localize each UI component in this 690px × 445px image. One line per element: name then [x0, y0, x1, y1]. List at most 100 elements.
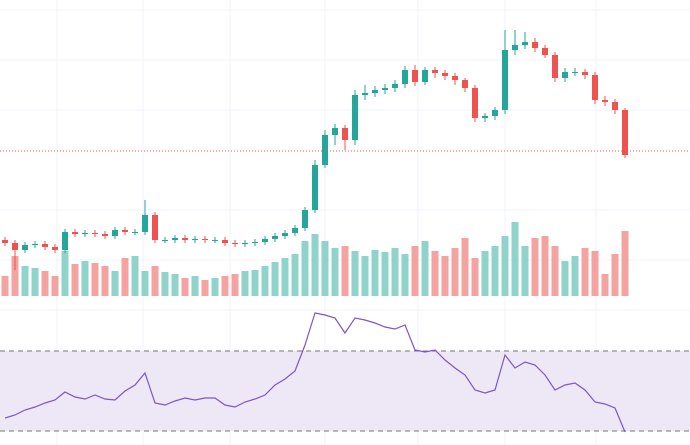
candle-body: [342, 128, 348, 140]
candle-body: [122, 230, 128, 232]
candle-body: [222, 240, 228, 243]
candle-body: [492, 110, 498, 116]
volume-bar: [221, 276, 229, 296]
candle-body: [262, 239, 268, 242]
candle-body: [112, 230, 118, 236]
volume-bar: [71, 264, 79, 296]
candle-body: [282, 233, 288, 236]
volume-bar: [281, 258, 289, 296]
candle-body: [562, 72, 568, 78]
volume-bar: [121, 258, 129, 296]
candle-body: [302, 210, 308, 228]
volume-bar: [601, 274, 609, 296]
candle-body: [542, 48, 548, 55]
volume-bar: [361, 256, 369, 296]
volume-bar: [541, 236, 549, 296]
candle-body: [212, 240, 218, 241]
candle-body: [372, 90, 378, 93]
candle-body: [232, 243, 238, 244]
volume-bar: [51, 276, 59, 296]
volume-bar: [591, 251, 599, 296]
candle-body: [452, 76, 458, 80]
volume-bar: [191, 276, 199, 296]
volume-bar: [471, 258, 479, 296]
volume-bar: [141, 271, 149, 296]
candle-body: [612, 102, 618, 110]
volume-bar: [531, 238, 539, 296]
candle-body: [442, 73, 448, 76]
candle-body: [602, 100, 608, 102]
candle-body: [332, 128, 338, 135]
rsi-line: [4, 312, 626, 433]
candle-body: [322, 135, 328, 165]
candle-body: [202, 239, 208, 240]
volume-bar: [291, 254, 299, 296]
volume-bar: [41, 271, 49, 296]
volume-bar: [321, 241, 329, 296]
candle-body: [12, 243, 18, 250]
candle-body: [432, 70, 438, 73]
candle-body: [582, 72, 588, 75]
volume-bar: [31, 268, 39, 296]
volume-bar: [211, 278, 219, 296]
rsi-band: [0, 351, 690, 431]
candle-body: [482, 116, 488, 118]
candle-body: [62, 232, 68, 250]
volume-bar: [501, 236, 509, 296]
volume-bar: [611, 254, 619, 296]
volume-bar: [621, 231, 629, 296]
volume-bar: [261, 266, 269, 296]
volume-bar: [421, 241, 429, 296]
volume-bar: [461, 238, 469, 296]
volume-bar: [481, 251, 489, 296]
volume-bar: [81, 261, 89, 296]
candle-body: [382, 88, 388, 90]
candle-body: [252, 242, 258, 243]
candle-body: [102, 234, 108, 236]
volume-bar: [351, 251, 359, 296]
volume-bar: [11, 256, 19, 296]
volume-bar: [451, 248, 459, 296]
volume-bar: [551, 246, 559, 296]
volume-bar: [171, 274, 179, 296]
volume-bar: [231, 274, 239, 296]
candle-body: [152, 215, 158, 240]
candle-body: [162, 240, 168, 241]
candle-body: [82, 233, 88, 234]
volume-bar: [201, 280, 209, 296]
candle-body: [512, 45, 518, 50]
volume-bar: [491, 246, 499, 296]
candle-body: [92, 233, 98, 234]
volume-bar: [311, 234, 319, 296]
volume-bar: [251, 270, 259, 296]
volume-bar: [181, 278, 189, 296]
candle-body: [292, 228, 298, 233]
volume-bar: [111, 271, 119, 296]
volume-bar: [401, 254, 409, 296]
volume-bar: [61, 251, 69, 296]
candle-body: [312, 165, 318, 210]
candle-body: [142, 215, 148, 232]
candle-body: [72, 232, 78, 234]
candle-body: [242, 243, 248, 244]
candle-body: [592, 75, 598, 100]
candle-body: [42, 244, 48, 247]
volume-bar: [151, 266, 159, 296]
candle-body: [172, 238, 178, 240]
candle-body: [522, 42, 528, 45]
volume-bar: [441, 256, 449, 296]
candle-body: [132, 232, 138, 233]
volume-bar: [391, 248, 399, 296]
volume-bar: [381, 252, 389, 296]
volume-bar: [511, 222, 519, 296]
volume-bar: [331, 248, 339, 296]
volume-bar: [371, 250, 379, 296]
candle-body: [32, 244, 38, 245]
candle-body: [352, 95, 358, 140]
candle-body: [52, 247, 58, 250]
candle-body: [272, 236, 278, 239]
candle-body: [532, 42, 538, 48]
candle-body: [552, 55, 558, 78]
volume-bar: [341, 246, 349, 296]
